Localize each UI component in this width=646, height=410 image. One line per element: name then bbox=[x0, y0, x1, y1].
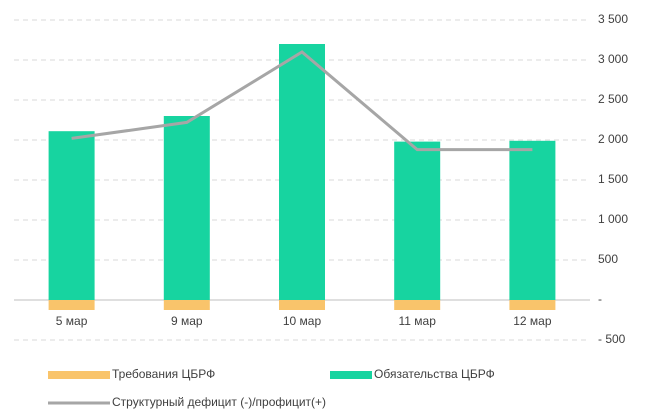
legend-swatch bbox=[330, 371, 372, 379]
y-tick-label: 2 500 bbox=[598, 92, 628, 106]
y-tick-label: 500 bbox=[598, 252, 618, 266]
bar bbox=[48, 300, 95, 310]
line bbox=[71, 50, 533, 152]
y-tick-label: 3 500 bbox=[598, 12, 628, 26]
y-tick-label: 2 000 bbox=[598, 132, 628, 146]
x-tick-label: 12 мар bbox=[513, 314, 552, 328]
bar bbox=[163, 300, 210, 310]
bar bbox=[279, 44, 325, 300]
bar bbox=[279, 300, 325, 310]
legend-swatch bbox=[48, 371, 110, 379]
y-tick-label: - 500 bbox=[598, 332, 626, 346]
legend-label: Требования ЦБРФ bbox=[112, 367, 215, 381]
bar bbox=[394, 300, 441, 310]
y-tick-label: - bbox=[598, 292, 602, 306]
x-tick-label: 10 мар bbox=[283, 314, 322, 328]
bar bbox=[394, 141, 441, 300]
bar bbox=[509, 140, 556, 300]
bar bbox=[163, 116, 210, 300]
legend-label: Структурный дефицит (-)/профицит(+) bbox=[112, 395, 326, 409]
y-tick-label: 3 000 bbox=[598, 52, 628, 66]
bar bbox=[48, 131, 95, 300]
x-tick-label: 5 мар bbox=[56, 314, 88, 328]
legend-label: Обязательства ЦБРФ bbox=[374, 367, 495, 381]
y-tick-label: 1 500 bbox=[598, 172, 628, 186]
x-tick-label: 9 мар bbox=[171, 314, 203, 328]
bar bbox=[509, 300, 556, 310]
x-tick-label: 11 мар bbox=[399, 314, 437, 328]
y-tick-label: 1 000 bbox=[598, 212, 628, 226]
